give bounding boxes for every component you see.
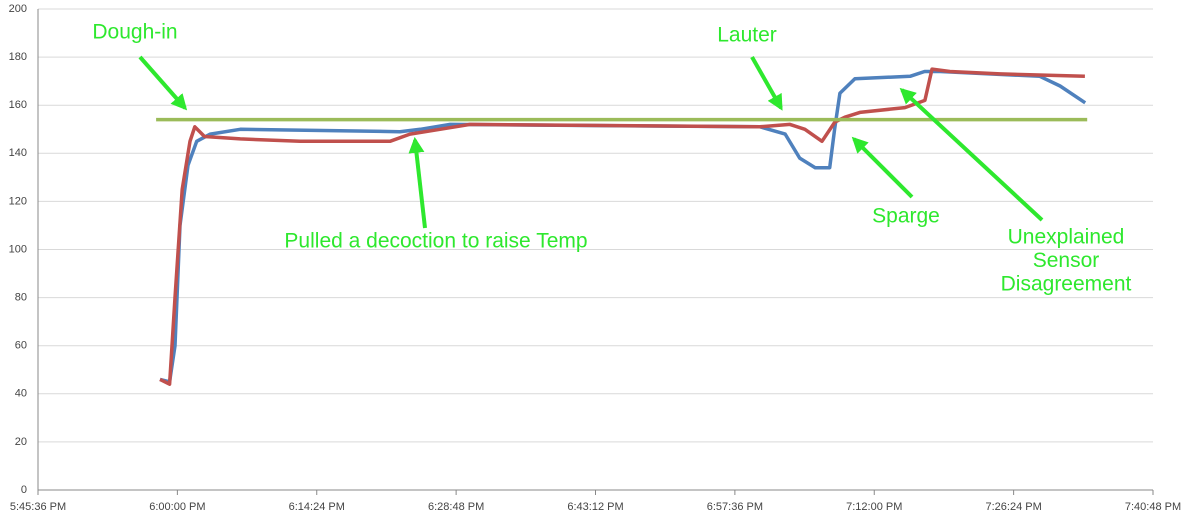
annotation: Disagreement (1001, 273, 1132, 296)
y-tick-label: 20 (15, 436, 27, 448)
x-tick-label: 6:14:24 PM (289, 501, 345, 513)
arrows (138, 55, 1044, 229)
y-tick-label: 180 (9, 51, 27, 63)
series-line (159, 67, 1085, 386)
y-tick-label: 200 (9, 3, 27, 15)
y-tick-label: 100 (9, 243, 27, 255)
y-tick-label: 40 (15, 388, 27, 400)
x-tick-label: 7:40:48 PM (1125, 501, 1181, 513)
arrow (851, 136, 914, 199)
series-line (159, 69, 1087, 384)
y-tick-label: 160 (9, 99, 27, 111)
x-tick-label: 7:26:24 PM (985, 501, 1041, 513)
x-tick-label: 6:57:36 PM (707, 501, 763, 513)
annotation: Pulled a decoction to raise Temp (284, 230, 587, 253)
x-tick-label: 7:12:00 PM (846, 501, 902, 513)
y-tick-label: 120 (9, 195, 27, 207)
y-tick-label: 60 (15, 340, 27, 352)
y-tick-label: 140 (9, 147, 27, 159)
annotation: Sensor (1033, 249, 1100, 272)
arrow (750, 56, 783, 111)
annotation: Sparge (872, 205, 940, 228)
arrow (138, 55, 188, 111)
annotation: Dough-in (92, 21, 177, 44)
x-tick-label: 6:00:00 PM (149, 501, 205, 513)
annotation: Unexplained (1008, 226, 1125, 249)
arrow (899, 87, 1044, 222)
x-tick-label: 6:28:48 PM (428, 501, 484, 513)
x-tick-label: 6:43:12 PM (567, 501, 623, 513)
x-tick-label: 5:45:36 PM (10, 501, 66, 513)
y-tick-label: 0 (21, 484, 27, 496)
annotation: Lauter (717, 24, 777, 47)
arrow (408, 136, 427, 229)
y-tick-label: 80 (15, 292, 27, 304)
